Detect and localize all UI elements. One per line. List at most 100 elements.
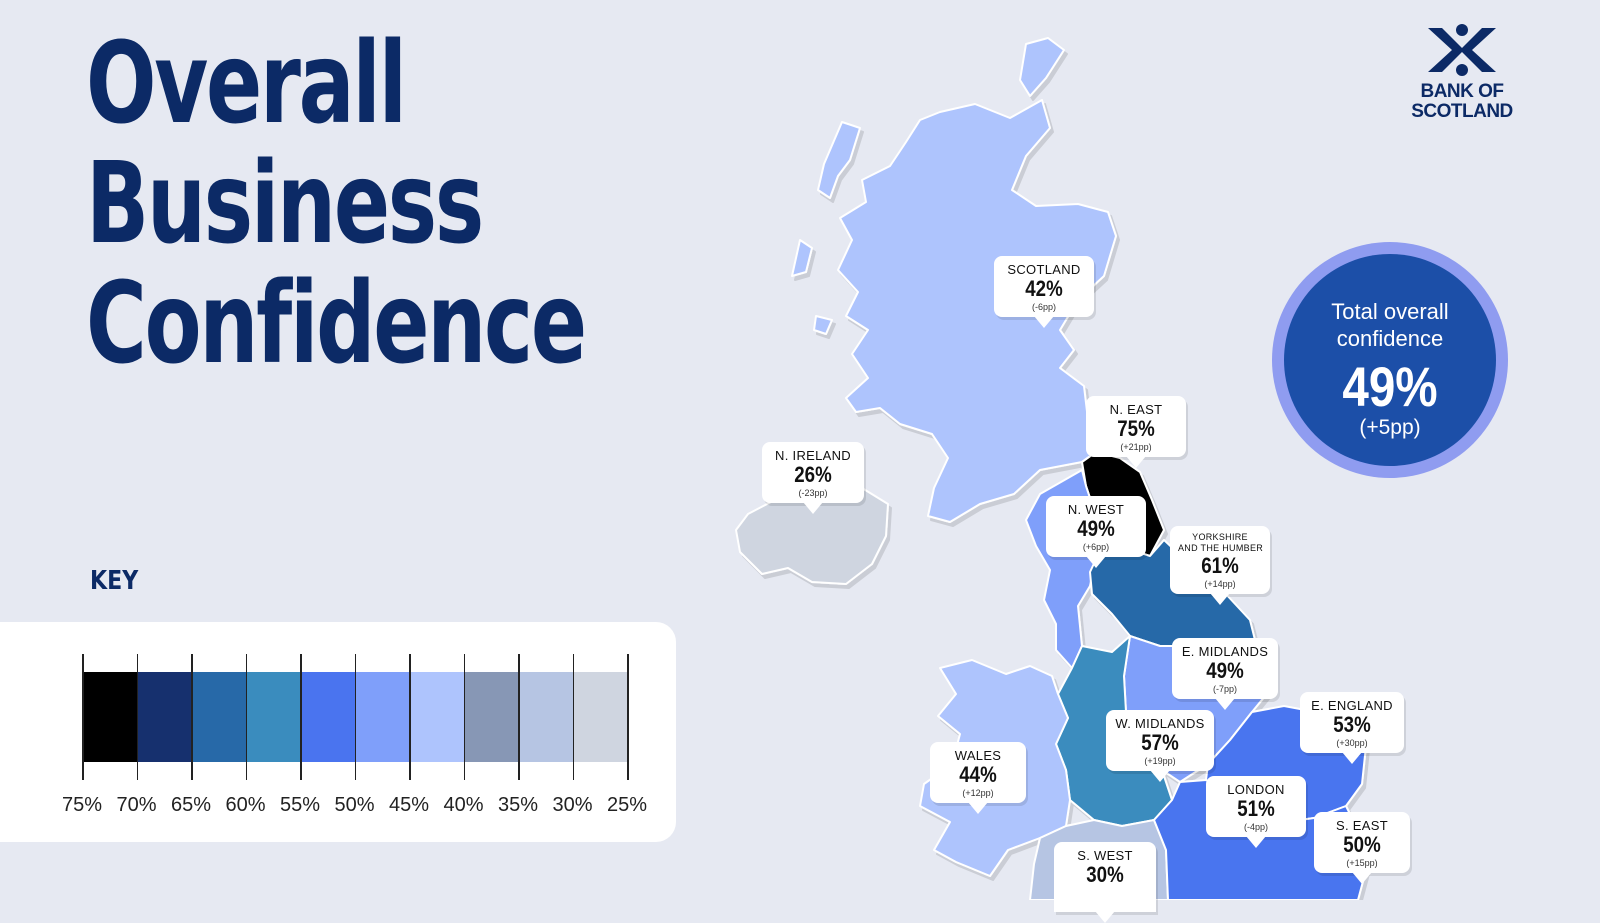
key-tick-label: 60% [225,794,266,816]
key-tick [518,654,520,780]
region-name: S. WEST [1077,848,1133,863]
key-color-scale [82,672,627,762]
key-swatch [572,672,627,762]
region-name: N. IRELAND [775,448,851,463]
key-swatch [82,672,137,762]
region-value: 75% [1117,416,1155,441]
key-tick [354,654,356,780]
key-tick-label: 25% [606,794,648,816]
key-tick [572,654,574,780]
region-change: (+21pp) [1120,442,1152,452]
region-name: W. MIDLANDS [1115,716,1205,731]
callout-n-east[interactable]: N. EAST 75% (+21pp) [1086,396,1186,468]
key-swatch [191,672,246,762]
callout-n-ireland[interactable]: N. IRELAND 26% (-23pp) [762,442,864,514]
region-scotland-islands [791,37,1065,335]
key-tick-label: 70% [116,794,157,816]
region-name-line-2: AND THE HUMBER [1178,543,1264,553]
callout-london[interactable]: LONDON 51% (-4pp) [1206,776,1306,848]
title-line-1: Overall [86,19,407,149]
region-name: WALES [954,748,1002,763]
bank-of-scotland-logo: BANK OF SCOTLAND [1402,22,1522,122]
region-name: N. WEST [1067,502,1125,517]
key-swatch [463,672,518,762]
key-tick-label: 45% [388,794,430,816]
key-tick [463,654,465,780]
key-tick [627,654,629,780]
callout-e-midlands[interactable]: E. MIDLANDS 49% (-7pp) [1172,638,1278,710]
key-tick-label: 30% [552,794,593,816]
region-change: (-7pp) [1212,684,1237,694]
key-tick [300,654,302,780]
region-change: (+14pp) [1204,579,1236,589]
region-name-line-1: YORKSHIRE [1192,532,1248,542]
key-panel: 75% 70% 65% 60% 55% 50% 45% 40% 35% 30% 25% [0,622,676,842]
region-value: 53% [1333,712,1371,737]
callout-yorkshire[interactable]: YORKSHIRE AND THE HUMBER 61% (+14pp) [1170,526,1270,605]
key-tick [191,654,193,780]
key-tick [136,654,138,780]
key-label: KEY [90,566,139,596]
region-name: S. EAST [1336,818,1388,833]
region-value: 42% [1025,276,1063,301]
region-name: SCOTLAND [1007,262,1081,277]
callout-w-midlands[interactable]: W. MIDLANDS 57% (+19pp) [1106,710,1214,782]
title-line-2: Business [86,139,484,269]
region-name: E. ENGLAND [1311,698,1393,713]
region-name: LONDON [1227,782,1285,797]
key-tick [409,654,411,780]
region-change: (+30pp) [1336,738,1368,748]
region-value: 49% [1206,658,1244,683]
logo-line-1: BANK OF [1420,81,1504,102]
key-tick-label: 50% [334,794,375,816]
key-tick [82,654,84,780]
key-tick-label: 65% [170,794,212,816]
total-value: 49% [1342,355,1438,418]
region-value: 26% [794,462,832,487]
region-change: (-4pp) [1243,822,1268,832]
region-value: 30% [1086,862,1124,887]
region-change: (-6pp) [1031,302,1056,312]
total-label-line-2: confidence [1336,326,1444,351]
region-change: (+15pp) [1346,858,1378,868]
logo-line-2: SCOTLAND [1411,101,1513,122]
callout-n-west[interactable]: N. WEST 49% (+6pp) [1046,496,1146,568]
total-label-line-1: Total overall [1331,299,1449,324]
callout-scotland[interactable]: SCOTLAND 42% (-6pp) [994,256,1094,328]
title-line-3: Confidence [86,259,587,389]
key-tick-label: 55% [279,794,321,816]
region-value: 44% [959,762,997,787]
total-confidence-badge: Total overall confidence 49% (+5pp) [1272,242,1508,478]
page-title: Overall Business Confidence [86,19,587,389]
region-value: 50% [1343,832,1381,857]
key-tick [245,654,247,780]
region-change: (+19pp) [1144,756,1176,766]
total-confidence-inner: Total overall confidence 49% (+5pp) [1284,254,1496,466]
region-value: 57% [1141,730,1179,755]
callout-s-west[interactable]: S. WEST 30% [1054,842,1156,923]
key-swatch [245,672,300,762]
key-tick-label: 40% [443,794,484,816]
key-swatch [136,672,191,762]
region-change: (+6pp) [1082,542,1110,552]
total-change: (+5pp) [1359,416,1421,439]
region-value: 61% [1201,553,1239,578]
key-tick-label: 35% [497,794,539,816]
total-label: Total overall confidence [1284,298,1496,352]
key-swatch [518,672,573,762]
region-scotland [837,99,1117,523]
region-name: N. EAST [1109,402,1163,417]
key-tick-label: 75% [61,794,103,816]
key-swatch [409,672,464,762]
callout-wales[interactable]: WALES 44% (+12pp) [930,742,1026,814]
region-change: (+12pp) [962,788,994,798]
callout-s-east[interactable]: S. EAST 50% (+15pp) [1314,812,1410,884]
region-change: (-23pp) [798,488,828,498]
key-swatch [354,672,409,762]
key-swatch [300,672,355,762]
region-value: 49% [1077,516,1115,541]
saltire-x-icon [1428,24,1496,76]
region-name: E. MIDLANDS [1181,644,1269,659]
callout-e-england[interactable]: E. ENGLAND 53% (+30pp) [1300,692,1404,764]
region-value: 51% [1237,796,1275,821]
